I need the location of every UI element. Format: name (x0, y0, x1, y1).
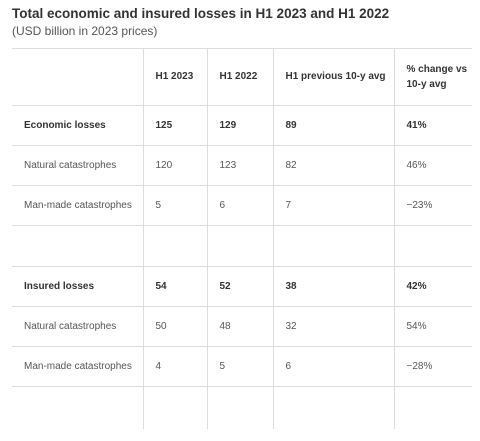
cell-10y-avg: 32 (272, 306, 394, 347)
column-header-h1-2022: H1 2022 (206, 48, 273, 106)
cell-h1-2023: 125 (142, 105, 207, 146)
column-header-h1-2023: H1 2023 (142, 48, 207, 106)
cell-pct-change: 46% (393, 145, 472, 186)
cell-h1-2022: 52 (206, 266, 273, 307)
cell-h1-2023: 5 (142, 185, 207, 226)
column-header-10y-avg: H1 previous 10-y avg (272, 48, 394, 106)
table-subtitle: (USD billion in 2023 prices) (12, 24, 158, 38)
table-row: Man-made catastrophes 4 5 6 −28% (12, 346, 472, 387)
table-title: Total economic and insured losses in H1 … (12, 6, 390, 21)
cell-pct-change: 42% (393, 266, 472, 307)
header-row: H1 2023 H1 2022 H1 previous 10-y avg % c… (12, 48, 472, 106)
cell-pct-change: 54% (393, 306, 472, 347)
cell-h1-2022: 129 (206, 105, 273, 146)
cell-10y-avg: 6 (272, 346, 394, 387)
row-label: Natural catastrophes (12, 306, 143, 347)
cell-h1-2022: 5 (206, 346, 273, 387)
cell-pct-change: −28% (393, 346, 472, 387)
cell-10y-avg: 38 (272, 266, 394, 307)
column-header-label (12, 48, 143, 106)
row-label: Man-made catastrophes (12, 346, 143, 387)
cell-10y-avg: 89 (272, 105, 394, 146)
cell-h1-2023: 50 (142, 306, 207, 347)
cell-10y-avg: 7 (272, 185, 394, 226)
table-row: Man-made catastrophes 5 6 7 −23% (12, 185, 472, 226)
row-label: Insured losses (12, 266, 143, 307)
cell-pct-change: 41% (393, 105, 472, 146)
row-label: Natural catastrophes (12, 145, 143, 186)
cell-h1-2022: 123 (206, 145, 273, 186)
column-header-pct-change: % change vs 10-y avg (393, 48, 472, 106)
spacer-row (12, 386, 472, 429)
table-row: Natural catastrophes 50 48 32 54% (12, 306, 472, 347)
table-row: Insured losses 54 52 38 42% (12, 266, 472, 307)
row-label: Man-made catastrophes (12, 185, 143, 226)
spacer-row (12, 225, 472, 267)
cell-h1-2023: 120 (142, 145, 207, 186)
cell-h1-2022: 6 (206, 185, 273, 226)
table-row: Natural catastrophes 120 123 82 46% (12, 145, 472, 186)
cell-pct-change: −23% (393, 185, 472, 226)
cell-h1-2023: 4 (142, 346, 207, 387)
row-label: Economic losses (12, 105, 143, 146)
cell-h1-2022: 48 (206, 306, 273, 347)
losses-table: H1 2023 H1 2022 H1 previous 10-y avg % c… (12, 48, 472, 429)
cell-10y-avg: 82 (272, 145, 394, 186)
table-row: Economic losses 125 129 89 41% (12, 105, 472, 146)
cell-h1-2023: 54 (142, 266, 207, 307)
